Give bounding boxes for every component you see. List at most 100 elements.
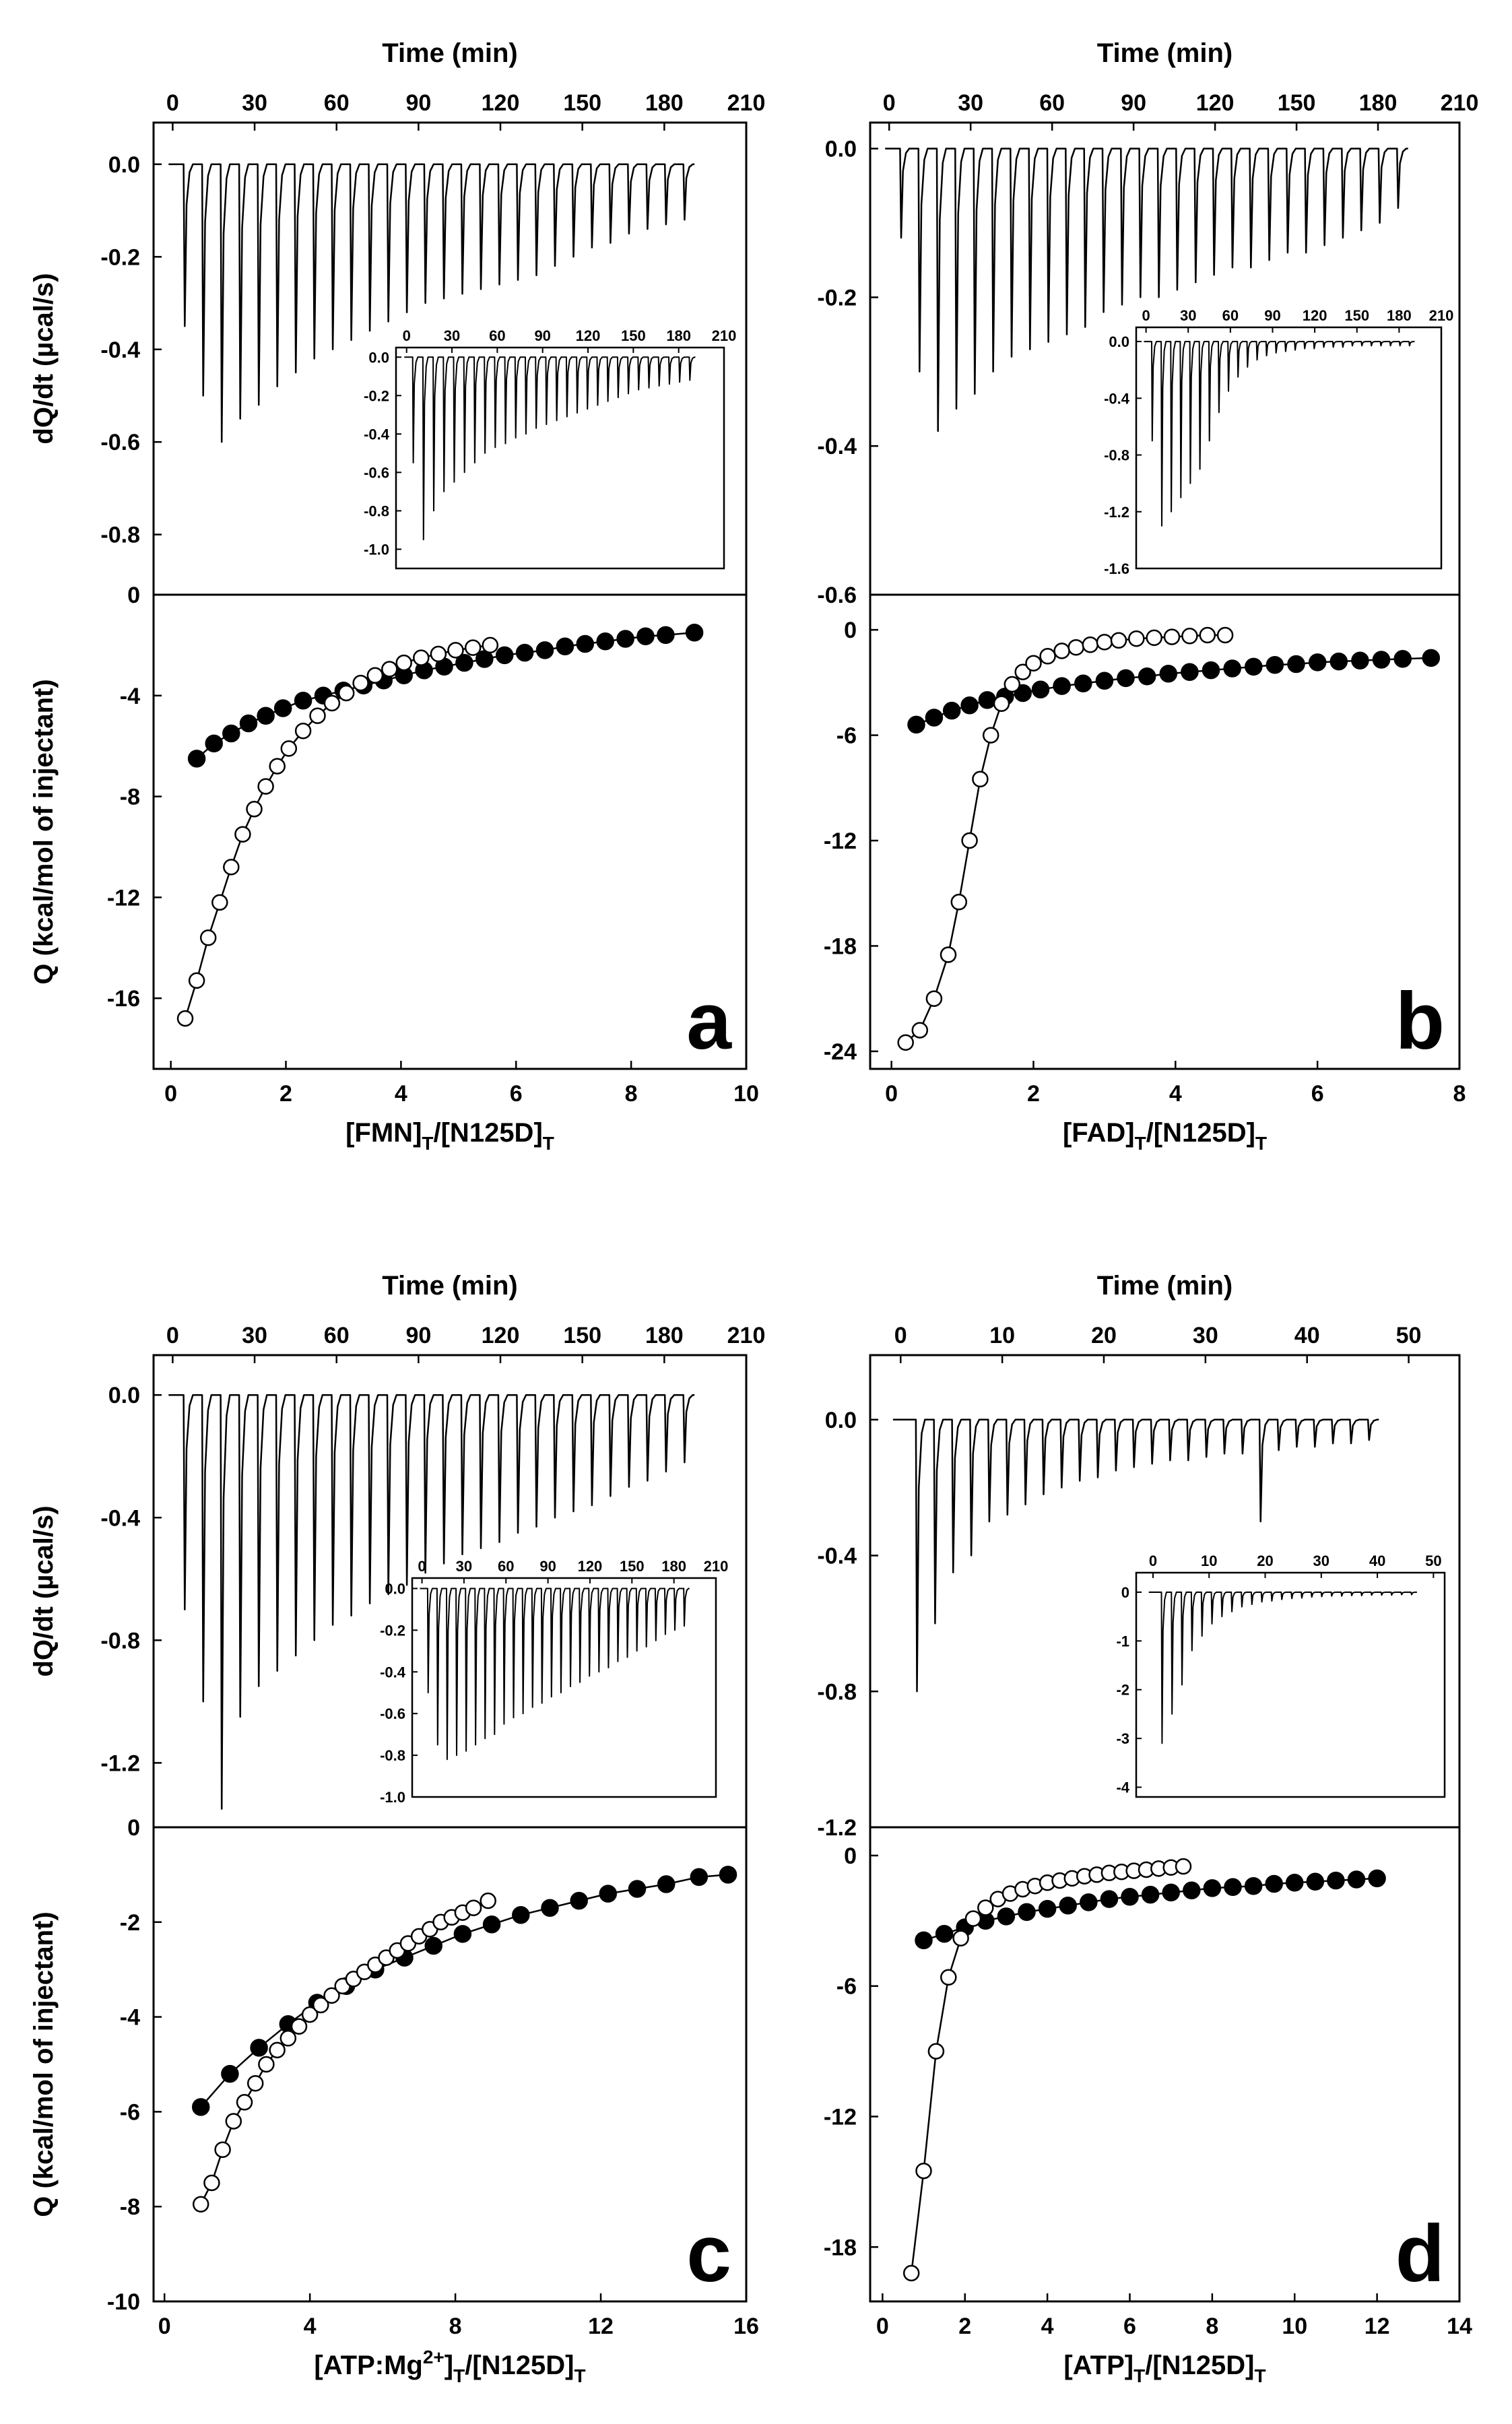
data-point-filled <box>690 1868 709 1887</box>
data-point-filled <box>1181 663 1199 681</box>
inset-time-tick-label: 150 <box>621 327 646 344</box>
data-point-open <box>290 2018 308 2035</box>
heat-tick-label: -10 <box>107 2289 140 2315</box>
ratio-tick-label: 14 <box>1447 2314 1472 2339</box>
data-point-open <box>977 1899 994 1916</box>
ratio-tick-label: 8 <box>1453 1081 1466 1107</box>
data-point-filled <box>657 626 675 645</box>
time-tick-label: 10 <box>989 1323 1015 1348</box>
ratio-tick-label: 0 <box>158 2314 171 2339</box>
data-point-filled <box>187 750 206 768</box>
time-tick-label: 180 <box>1359 90 1398 116</box>
inset-time-tick-label: 90 <box>539 1558 556 1575</box>
data-point-open <box>294 722 312 740</box>
inset-dqdt-tick-label: -1 <box>1116 1633 1129 1649</box>
inset-dqdt-tick-label: -0.4 <box>380 1664 406 1680</box>
data-point-filled <box>1329 652 1348 671</box>
data-point-filled <box>1372 651 1391 669</box>
ratio-tick-label: 2 <box>1027 1081 1040 1107</box>
inset-time-tick-label: 30 <box>456 1558 472 1575</box>
data-point-filled <box>1306 1872 1325 1891</box>
ratio-tick-label: 0 <box>876 2314 889 2339</box>
inset-time-tick-label: 150 <box>1344 307 1369 324</box>
ratio-tick-label: 12 <box>588 2314 614 2339</box>
time-tick-label: 60 <box>324 90 350 116</box>
dqdt-tick-label: -1.2 <box>100 1750 140 1776</box>
inset-time-tick-label: 0 <box>1142 307 1150 324</box>
time-tick-label: 50 <box>1396 1323 1422 1348</box>
dqdt-tick-label: 0.0 <box>825 1408 857 1433</box>
data-point-filled <box>1244 1876 1263 1895</box>
inset-time-tick-label: 90 <box>1264 307 1280 324</box>
data-point-open <box>982 727 999 744</box>
data-point-filled <box>191 2098 210 2116</box>
data-point-open <box>280 740 298 757</box>
inset-time-tick-label: 0 <box>1149 1552 1157 1569</box>
data-point-filled <box>515 643 534 662</box>
data-point-filled <box>1095 671 1114 690</box>
data-point-open <box>381 661 398 678</box>
data-point-filled <box>935 1924 954 1943</box>
data-point-filled <box>915 1931 933 1950</box>
panel-label: d <box>1395 2208 1445 2299</box>
itc-raw-trace <box>168 1394 695 1810</box>
data-point-open <box>192 2196 209 2213</box>
data-point-open <box>366 667 384 684</box>
ratio-tick-label: 10 <box>733 1081 759 1107</box>
data-point-filled <box>1245 657 1263 676</box>
data-point-open <box>214 2141 231 2158</box>
data-point-filled <box>1422 649 1441 667</box>
dqdt-tick-label: -0.4 <box>100 337 140 363</box>
inset-dqdt-tick-label: -2 <box>1116 1682 1129 1699</box>
inset-frame <box>1135 326 1443 570</box>
data-point-open <box>1067 638 1084 656</box>
data-point-open <box>464 639 482 656</box>
data-point-filled <box>1080 1893 1098 1911</box>
data-point-filled <box>719 1866 737 1884</box>
data-point-open <box>964 1910 982 1927</box>
time-tick-label: 30 <box>242 90 267 116</box>
data-point-open <box>236 2094 253 2111</box>
time-tick-label: 210 <box>1441 90 1479 116</box>
inset-dqdt-tick-label: -0.2 <box>364 387 389 404</box>
data-point-open <box>309 707 326 724</box>
data-point-open <box>1039 648 1056 665</box>
data-point-filled <box>1223 659 1241 678</box>
time-tick-label: 180 <box>645 1323 684 1348</box>
fit-line-open <box>910 1865 1184 2274</box>
data-point-filled <box>925 709 944 727</box>
data-point-open <box>323 694 341 712</box>
heat-tick-label: 0 <box>127 1815 140 1841</box>
time-axis-title: Time (min) <box>1097 38 1233 68</box>
dqdt-axis-title: dQ/dt (µcal/s) <box>29 273 59 444</box>
inset-time-tick-label: 30 <box>1180 307 1196 324</box>
data-point-open <box>313 1996 329 2014</box>
data-point-open <box>1096 634 1113 651</box>
inset-raw-trace <box>404 356 696 541</box>
time-tick-label: 40 <box>1294 1323 1320 1348</box>
data-point-open <box>1025 655 1042 671</box>
time-tick-label: 0 <box>883 90 896 116</box>
inset-time-tick-label: 10 <box>1201 1552 1217 1569</box>
data-point-open <box>1128 630 1145 647</box>
time-axis-title: Time (min) <box>1097 1271 1233 1301</box>
inset-time-tick-label: 20 <box>1257 1552 1273 1569</box>
data-point-filled <box>221 2064 239 2083</box>
data-point-filled <box>1347 1870 1366 1889</box>
data-point-filled <box>1038 1899 1057 1918</box>
data-point-open <box>950 894 968 911</box>
data-point-open <box>188 972 205 989</box>
data-point-open <box>1199 626 1216 644</box>
time-tick-label: 60 <box>324 1323 350 1348</box>
ratio-axis-title: [ATP:Mg2+]T/[N125D]T <box>314 2347 585 2386</box>
data-point-open <box>203 2174 220 2192</box>
data-point-filled <box>495 646 514 665</box>
data-point-open <box>911 1022 929 1039</box>
data-point-filled <box>1100 1890 1119 1908</box>
data-point-filled <box>556 637 574 656</box>
time-tick-label: 0 <box>166 90 179 116</box>
panel-label: b <box>1395 976 1445 1066</box>
time-tick-label: 180 <box>645 90 684 116</box>
dqdt-tick-label: -0.6 <box>817 583 857 608</box>
